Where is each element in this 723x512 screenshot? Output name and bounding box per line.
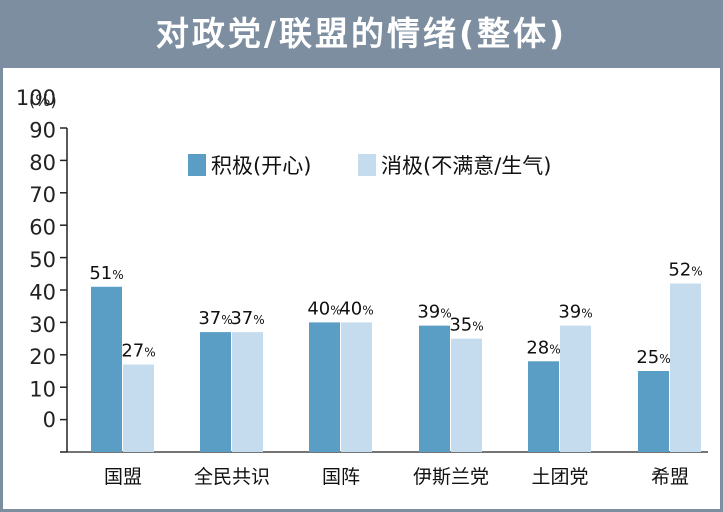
category-label: 国盟 <box>104 466 142 488</box>
data-label: 37% <box>230 308 264 329</box>
bar-positive <box>528 361 559 452</box>
bar-positive <box>638 371 669 452</box>
data-label: 35% <box>449 315 483 336</box>
y-tick-label: 70 <box>29 183 56 207</box>
category-label: 全民共识 <box>194 466 270 488</box>
y-unit-label: (%) <box>29 91 57 110</box>
data-label: 40% <box>339 298 373 319</box>
y-tick-label: 0 <box>43 408 56 432</box>
category-label: 国阵 <box>322 466 360 488</box>
frame-border-right <box>720 68 723 512</box>
y-tick-label: 30 <box>29 313 56 337</box>
bar-positive <box>419 325 450 452</box>
chart-title: 对政党/联盟的情绪(整体) <box>155 14 568 53</box>
legend-label: 积极(开心) <box>211 154 311 178</box>
y-tick-label: 60 <box>29 216 56 240</box>
legend-swatch <box>188 154 206 176</box>
bar-negative <box>670 283 701 452</box>
bar-positive <box>91 286 122 452</box>
y-tick-label: 50 <box>29 248 56 272</box>
y-tick-label: 20 <box>29 345 56 369</box>
data-label: 25% <box>636 347 670 368</box>
data-label: 52% <box>668 260 702 281</box>
data-label: 37% <box>198 308 232 329</box>
bar-negative <box>560 325 591 452</box>
bar-negative <box>451 338 482 452</box>
data-label: 39% <box>417 302 451 323</box>
data-label: 27% <box>121 341 155 362</box>
y-tick-label: 40 <box>29 280 56 304</box>
title-bar <box>0 0 723 68</box>
category-label: 土团党 <box>531 466 588 488</box>
bar-positive <box>200 332 231 452</box>
category-label: 伊斯兰党 <box>413 466 489 488</box>
bar-negative <box>341 322 372 452</box>
frame-border-bottom <box>0 509 723 512</box>
legend-swatch <box>358 154 376 176</box>
y-tick-label: 80 <box>29 151 56 175</box>
legend-label: 消极(不满意/生气) <box>381 154 551 178</box>
category-label: 希盟 <box>651 466 689 488</box>
y-tick-label: 100 <box>16 86 56 110</box>
bar-positive <box>309 322 340 452</box>
data-label: 51% <box>89 263 123 284</box>
bar-negative <box>123 364 154 452</box>
y-tick-label: 90 <box>29 118 56 142</box>
y-tick-label: 10 <box>29 378 56 402</box>
data-label: 39% <box>558 302 592 323</box>
bar-negative <box>232 332 263 452</box>
data-label: 28% <box>526 337 560 358</box>
data-label: 40% <box>307 298 341 319</box>
frame-border-left <box>0 68 3 512</box>
